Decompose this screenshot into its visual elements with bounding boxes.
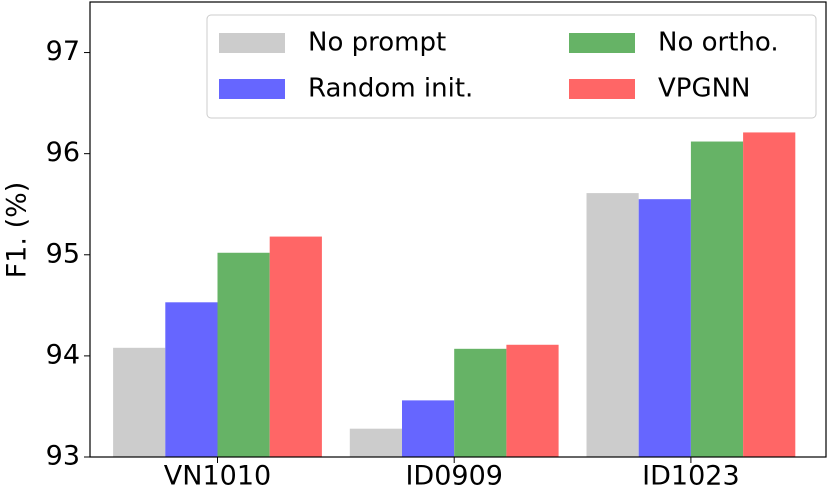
legend-label: No ortho. <box>658 28 779 58</box>
bar <box>349 428 402 457</box>
legend-label: VPGNN <box>658 74 751 104</box>
bar <box>113 347 166 457</box>
y-tick-label: 93 <box>46 441 80 472</box>
plot-frame <box>89 1 827 458</box>
bar <box>690 141 744 458</box>
y-tick-label: 94 <box>46 339 80 370</box>
y-tick-label: 97 <box>46 36 80 67</box>
y-tick-label: 96 <box>46 137 80 168</box>
legend-box <box>206 14 817 119</box>
legend-swatch <box>219 79 285 99</box>
legend-swatch <box>569 33 635 53</box>
bar <box>743 132 796 457</box>
x-tick-label: ID0909 <box>405 461 502 492</box>
bar <box>506 344 559 457</box>
bar <box>402 400 455 457</box>
bar <box>638 199 691 457</box>
bar <box>165 302 218 457</box>
x-tick-label: VN1010 <box>164 461 271 492</box>
bar <box>454 348 507 457</box>
legend-swatch <box>219 33 285 53</box>
legend-swatch <box>569 79 635 99</box>
legend-label: Random init. <box>308 74 473 104</box>
y-axis-label: F1. (%) <box>2 182 33 279</box>
bar <box>217 252 270 457</box>
bar <box>586 193 639 457</box>
y-tick-label: 95 <box>46 238 80 269</box>
x-tick-label: ID1023 <box>642 461 739 492</box>
legend-label: No prompt <box>308 28 446 58</box>
bar <box>269 236 322 457</box>
